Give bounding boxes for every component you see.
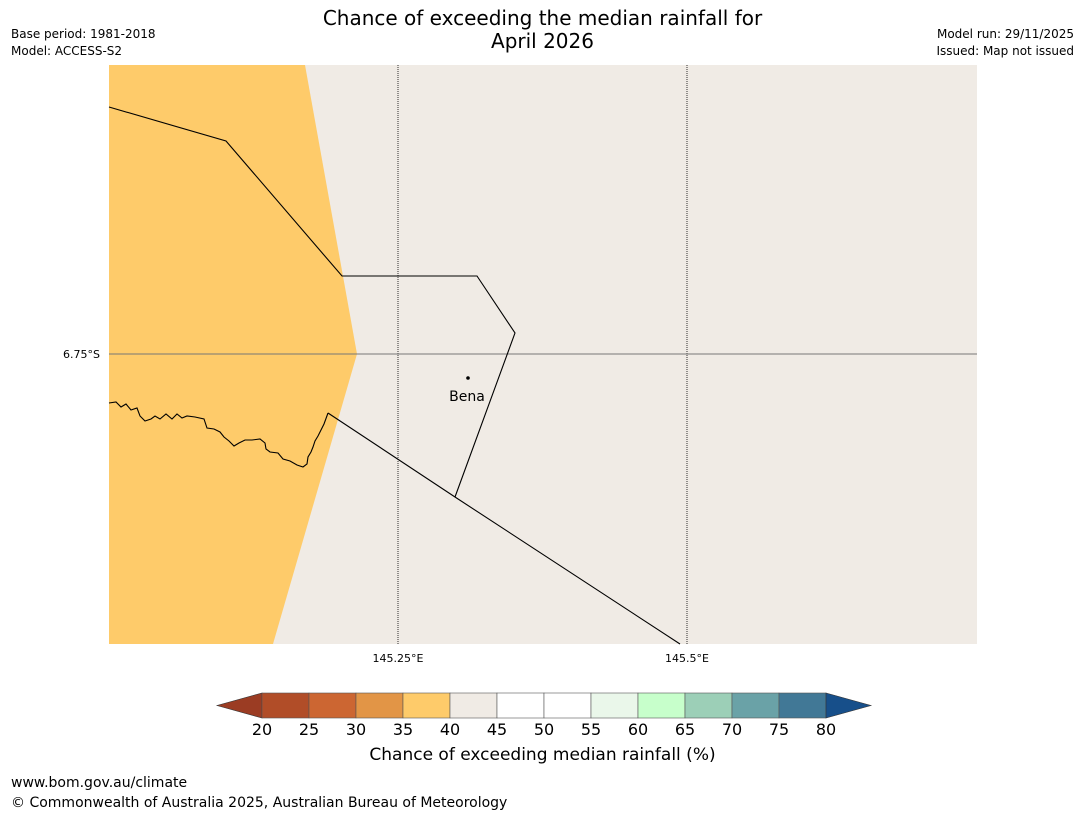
colorbar-segment — [778, 692, 827, 719]
colorbar-tick-label: 75 — [768, 720, 790, 739]
colorbar-tick-label: 45 — [486, 720, 508, 739]
town-label: Bena — [449, 389, 485, 405]
boundary-river — [108, 401, 329, 468]
footer-copyright: © Commonwealth of Australia 2025, Austra… — [11, 795, 508, 811]
colorbar-segment — [355, 692, 404, 719]
colorbar-segment — [496, 692, 545, 719]
colorbar-tick-label: 70 — [721, 720, 743, 739]
colorbar-segment — [590, 692, 639, 719]
boundary-south — [327, 412, 681, 645]
colorbar-segment — [684, 692, 733, 719]
base-period: Base period: 1981-2018 — [11, 27, 156, 41]
model-name: Model: ACCESS-S2 — [11, 44, 123, 58]
issued-status: Issued: Map not issued — [936, 44, 1074, 58]
colorbar-tick-label: 20 — [251, 720, 273, 739]
meta-right: Model run: 29/11/2025 Issued: Map not is… — [936, 26, 1074, 60]
colorbar-segment — [731, 692, 780, 719]
colorbar-tick-label: 60 — [627, 720, 649, 739]
colorbar-segment — [402, 692, 451, 719]
colorbar-segment — [261, 692, 310, 719]
colorbar-segment — [449, 692, 498, 719]
colorbar-tick-label: 55 — [580, 720, 602, 739]
lon-label-2: 145.5°E — [665, 652, 709, 665]
boundary-north — [108, 106, 516, 498]
lon-label-1: 145.25°E — [373, 652, 424, 665]
title-line-2: April 2026 — [491, 29, 594, 53]
colorbar-segment — [543, 692, 592, 719]
meta-left: Base period: 1981-2018 Model: ACCESS-S2 — [11, 26, 156, 60]
colorbar-under-arrow — [215, 692, 263, 719]
title-line-1: Chance of exceeding the median rainfall … — [322, 6, 763, 30]
colorbar-ticks: 20 25 30 35 40 45 50 55 60 65 70 75 80 — [0, 720, 1085, 740]
colorbar-tick-label: 25 — [298, 720, 320, 739]
footer-url[interactable]: www.bom.gov.au/climate — [11, 775, 188, 791]
town-marker — [466, 376, 470, 380]
colorbar-tick-label: 50 — [533, 720, 555, 739]
colorbar-over-arrow — [825, 692, 873, 719]
colorbar-label: Chance of exceeding median rainfall (%) — [369, 745, 716, 765]
colorbar-segment — [637, 692, 686, 719]
colorbar-tick-label: 30 — [345, 720, 367, 739]
model-run: Model run: 29/11/2025 — [936, 27, 1074, 41]
colorbar-segment — [308, 692, 357, 719]
colorbar-tick-label: 40 — [439, 720, 461, 739]
colorbar-tick-label: 65 — [674, 720, 696, 739]
colorbar — [215, 692, 873, 719]
map-title: Chance of exceeding the median rainfall … — [0, 7, 1085, 53]
colorbar-tick-label: 35 — [392, 720, 414, 739]
lat-label: 6.75°S — [63, 348, 100, 361]
colorbar-tick-label: 80 — [815, 720, 837, 739]
